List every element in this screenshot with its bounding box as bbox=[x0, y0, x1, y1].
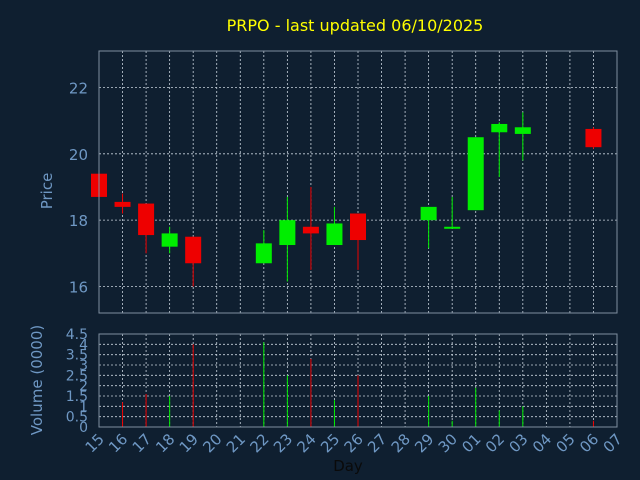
candles bbox=[91, 112, 602, 287]
candle-24 bbox=[302, 186, 319, 270]
volume-tick-label: 2 bbox=[79, 379, 88, 395]
candle-25 bbox=[326, 206, 343, 246]
candle-body bbox=[444, 226, 461, 229]
candle-23 bbox=[279, 196, 296, 282]
price-tick-label: 16 bbox=[69, 278, 88, 296]
price-tick-label: 20 bbox=[69, 146, 88, 164]
volume-tick-label: 0.5 bbox=[66, 410, 88, 426]
volume-tick-label: 0 bbox=[79, 420, 88, 436]
volume-tick-labels: 00.511.522.533.544.5 bbox=[66, 327, 88, 436]
day-tick-labels: 1516171819202122232425262728293001020304… bbox=[82, 430, 626, 456]
candle-01 bbox=[467, 137, 484, 211]
price-tick-label: 22 bbox=[69, 79, 88, 97]
candle-body bbox=[279, 220, 296, 246]
volume-tick-label: 1 bbox=[79, 399, 88, 415]
candle-02 bbox=[491, 122, 508, 178]
volume-tick-label: 4.5 bbox=[66, 327, 88, 343]
volume-plot-frame bbox=[98, 333, 618, 428]
candle-body bbox=[302, 226, 319, 234]
candle-18 bbox=[161, 226, 178, 254]
candle-body bbox=[161, 233, 178, 247]
candle-body bbox=[185, 236, 202, 264]
candle-17 bbox=[138, 203, 155, 254]
candle-body bbox=[491, 123, 508, 133]
volume-tick-label: 3.5 bbox=[66, 348, 88, 364]
candle-body bbox=[514, 127, 531, 134]
candle-29 bbox=[420, 206, 437, 249]
price-tick-labels: 16 18 20 22 bbox=[69, 79, 88, 296]
candle-body bbox=[255, 243, 272, 264]
candle-03 bbox=[514, 112, 531, 161]
volume-tick-label: 2.5 bbox=[66, 368, 88, 384]
day-axis-label: Day bbox=[333, 457, 363, 475]
candle-body bbox=[350, 213, 366, 241]
chart-title: PRPO - last updated 06/10/2025 bbox=[227, 16, 484, 35]
candle-22 bbox=[255, 230, 272, 264]
candle-19 bbox=[185, 236, 202, 287]
candle-16 bbox=[114, 193, 131, 214]
volume-axis-label: Volume (0000) bbox=[28, 325, 46, 435]
price-tick-label: 18 bbox=[69, 212, 88, 230]
candle-body bbox=[467, 137, 484, 211]
candle-body bbox=[138, 203, 155, 236]
volume-tick-label: 1.5 bbox=[66, 389, 88, 405]
candle-26 bbox=[350, 213, 366, 270]
candle-30 bbox=[444, 196, 461, 229]
candle-body bbox=[326, 223, 343, 246]
volume-tick-label: 4 bbox=[79, 337, 88, 353]
volume-bars bbox=[98, 342, 594, 427]
candle-body bbox=[420, 206, 437, 221]
candle-body bbox=[585, 128, 602, 148]
candle-body bbox=[114, 201, 131, 207]
volume-tick-label: 3 bbox=[79, 358, 88, 374]
price-axis-label: Price bbox=[38, 173, 56, 210]
candle-06 bbox=[585, 127, 602, 149]
price-plot-frame bbox=[98, 50, 618, 314]
